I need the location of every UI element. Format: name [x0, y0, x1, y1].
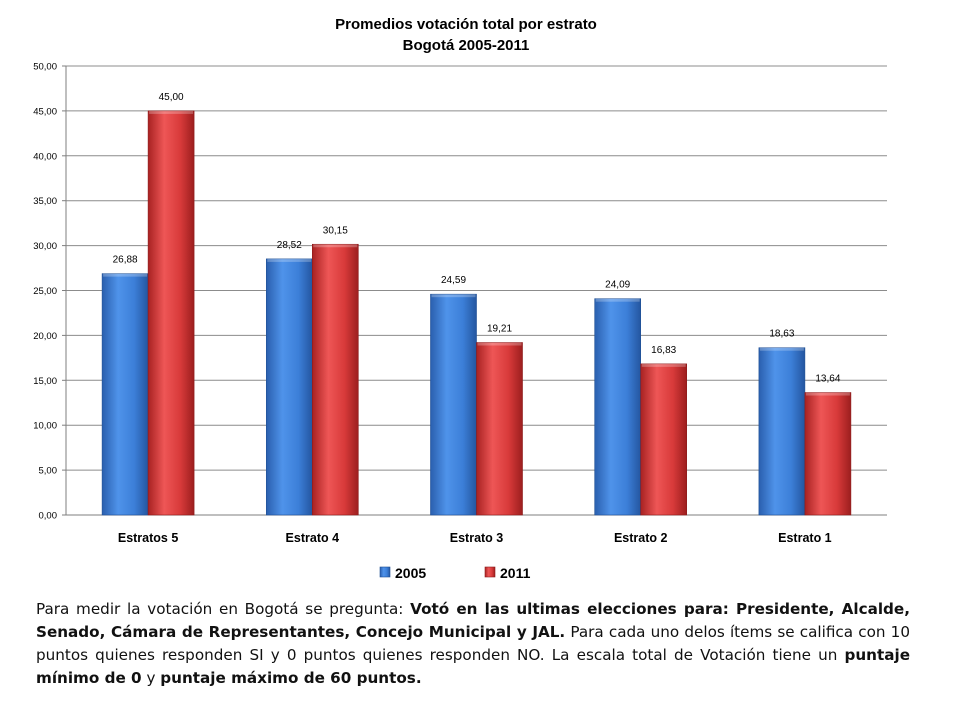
chart-canvas: Promedios votación total por estrato Bog…: [33, 16, 887, 581]
chart-title: Promedios votación total por estrato: [335, 16, 597, 33]
bar-2011-4: [640, 363, 688, 516]
chart-description: Para medir la votación en Bogotá se preg…: [36, 598, 910, 690]
y-tick-label: 25,00: [33, 286, 57, 297]
data-label: 19,21: [487, 323, 512, 334]
description-question: Votó en las ultimas elecciones para: Pre…: [36, 600, 910, 641]
y-tick-label: 40,00: [33, 151, 57, 162]
bar-2005-2: [265, 258, 313, 516]
y-tick-label: 50,00: [33, 62, 57, 73]
data-label: 16,83: [651, 345, 676, 356]
legend-swatch: [484, 566, 496, 578]
y-tick-label: 35,00: [33, 196, 57, 207]
description-middle: Para cada uno delos ítems se califica co…: [36, 623, 911, 664]
data-label: 30,15: [323, 225, 348, 236]
data-label: 24,09: [605, 280, 630, 291]
bar-highlight: [641, 363, 686, 367]
bar-highlight: [595, 298, 640, 302]
y-tick-label: 30,00: [33, 241, 57, 252]
bar-2005-1: [101, 273, 149, 516]
bar-chart: Promedios votación total por estrato Bog…: [33, 16, 887, 581]
data-label: 26,88: [113, 255, 138, 266]
x-tick-label: Estrato 4: [286, 531, 340, 545]
bar-highlight: [477, 342, 522, 346]
bar-2005-5: [758, 347, 806, 516]
x-tick-label: Estrato 2: [614, 531, 668, 545]
x-tick-label: Estrato 3: [450, 531, 504, 545]
bar-highlight: [313, 244, 358, 248]
bar-2011-1: [147, 110, 195, 516]
chart-subtitle: Bogotá 2005-2011: [403, 37, 530, 54]
legend-swatch: [379, 566, 391, 578]
bar-2005-4: [594, 298, 642, 516]
bar-2011-3: [476, 342, 523, 516]
bar-highlight: [759, 347, 804, 351]
y-tick-label: 0,00: [39, 511, 58, 522]
description-max-score: puntaje máximo de 60 puntos.: [160, 669, 422, 687]
bar-2011-5: [804, 392, 852, 516]
y-tick-label: 45,00: [33, 106, 57, 117]
data-label: 24,59: [441, 275, 466, 286]
description-min-score: puntaje mínimo de 0: [36, 646, 910, 687]
bar-2011-2: [311, 243, 359, 516]
data-label: 18,63: [769, 329, 794, 340]
data-label: 45,00: [159, 92, 184, 103]
bar-highlight: [103, 273, 148, 277]
data-label: 13,64: [815, 374, 840, 385]
y-tick-label: 10,00: [33, 421, 57, 432]
legend-label: 2005: [395, 565, 426, 581]
bar-highlight: [149, 110, 194, 114]
description-intro: Para medir la votación en Bogotá se preg…: [36, 600, 411, 618]
description-connector: y: [141, 669, 161, 687]
bar-highlight: [431, 294, 476, 298]
bar-2005-3: [430, 293, 477, 516]
x-tick-label: Estrato 1: [778, 531, 832, 545]
data-label: 28,52: [277, 240, 302, 251]
x-tick-label: Estratos 5: [118, 531, 178, 545]
y-tick-label: 5,00: [39, 466, 58, 477]
bar-highlight: [267, 258, 312, 262]
y-tick-label: 15,00: [33, 376, 57, 387]
bar-highlight: [805, 392, 850, 396]
y-tick-label: 20,00: [33, 331, 57, 342]
legend-label: 2011: [500, 565, 531, 581]
